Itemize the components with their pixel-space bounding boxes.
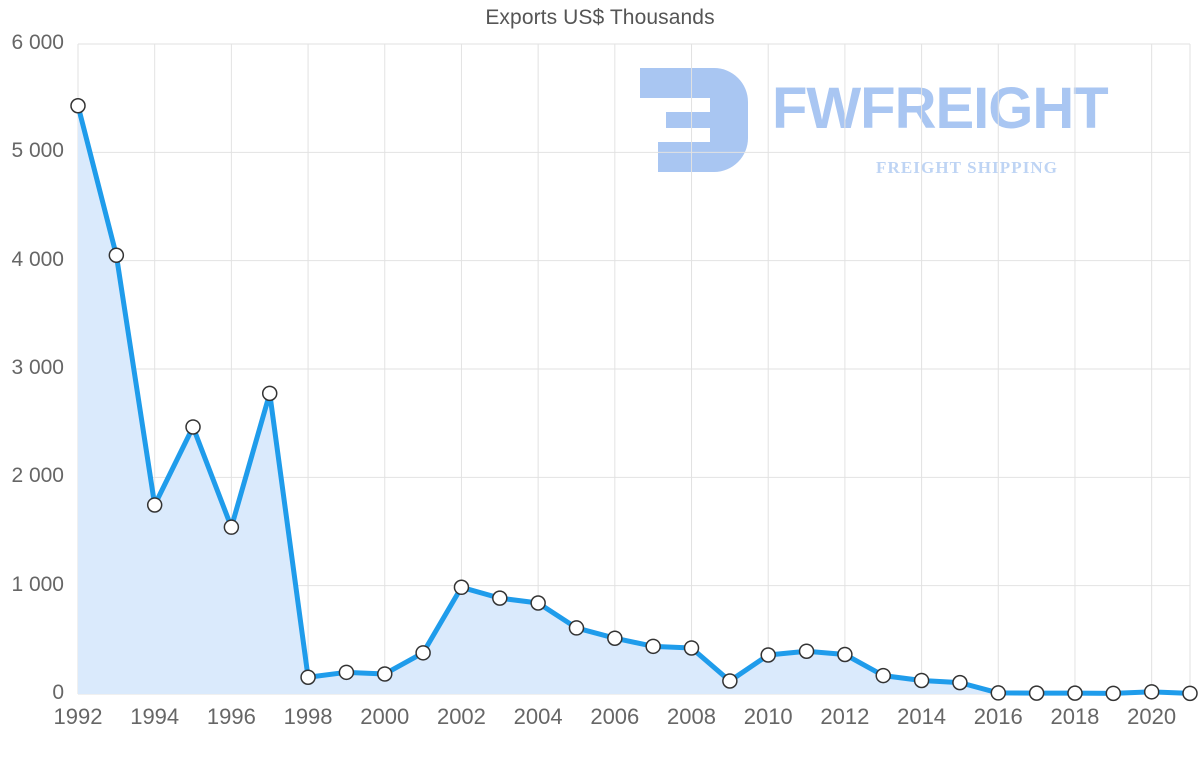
data-point-marker[interactable] bbox=[683, 640, 700, 656]
data-point-marker[interactable] bbox=[913, 672, 930, 689]
data-point-marker[interactable] bbox=[530, 595, 546, 611]
x-axis-tick-label: 2018 bbox=[1050, 704, 1100, 729]
area-fill-path bbox=[78, 105, 1190, 694]
y-axis-tick-label: 6 000 bbox=[11, 31, 64, 54]
data-markers bbox=[70, 98, 1198, 702]
data-point-marker[interactable] bbox=[1028, 685, 1045, 701]
y-axis-tick-label: 3 000 bbox=[11, 356, 64, 379]
data-point-marker[interactable] bbox=[453, 579, 470, 596]
y-axis-tick-label: 2 000 bbox=[11, 464, 64, 488]
data-point-marker[interactable] bbox=[492, 590, 508, 606]
data-point-marker[interactable] bbox=[146, 497, 163, 513]
x-axis-tick-label: 2010 bbox=[743, 704, 793, 729]
chart-title: Exports US$ Thousands bbox=[485, 6, 715, 29]
data-point-marker[interactable] bbox=[722, 673, 738, 689]
y-axis-tick-label: 0 bbox=[52, 681, 64, 704]
y-axis-tick-label: 4 000 bbox=[11, 247, 64, 271]
data-point-marker[interactable] bbox=[568, 620, 585, 636]
x-axis-tick-label: 2002 bbox=[436, 704, 486, 729]
data-point-marker[interactable] bbox=[415, 645, 431, 661]
data-point-marker[interactable] bbox=[645, 638, 661, 655]
data-point-marker[interactable] bbox=[1143, 684, 1160, 700]
x-axis-tick-label: 2012 bbox=[820, 704, 870, 729]
data-point-marker[interactable] bbox=[1105, 685, 1122, 702]
x-axis-tick-label: 2008 bbox=[667, 704, 716, 729]
x-axis-tick-label: 1992 bbox=[53, 704, 103, 729]
data-point-marker[interactable] bbox=[338, 664, 355, 681]
y-axis-tick-label: 1 000 bbox=[11, 572, 64, 596]
x-axis-tick-label: 1994 bbox=[130, 704, 180, 729]
data-point-marker[interactable] bbox=[108, 247, 125, 263]
data-point-marker[interactable] bbox=[261, 385, 278, 402]
data-point-marker[interactable] bbox=[300, 669, 316, 685]
data-point-marker[interactable] bbox=[760, 647, 776, 663]
data-point-marker[interactable] bbox=[1182, 685, 1198, 702]
data-point-marker[interactable] bbox=[875, 667, 891, 684]
data-point-marker[interactable] bbox=[377, 666, 393, 682]
x-axis-tick-label: 1996 bbox=[206, 704, 256, 729]
data-point-marker[interactable] bbox=[837, 646, 853, 663]
x-axis-tick-label: 2004 bbox=[513, 704, 563, 729]
data-point-marker[interactable] bbox=[1067, 685, 1083, 701]
data-point-marker[interactable] bbox=[952, 674, 968, 691]
data-point-marker[interactable] bbox=[607, 630, 623, 646]
data-point-marker[interactable] bbox=[70, 98, 86, 114]
x-axis-tick-label: 2000 bbox=[360, 704, 410, 729]
x-axis-tick-label: 2016 bbox=[973, 704, 1023, 729]
area-fill bbox=[78, 105, 1190, 694]
data-point-marker[interactable] bbox=[223, 519, 240, 535]
x-axis-tick-label: 2014 bbox=[897, 704, 947, 729]
data-point-marker[interactable] bbox=[798, 643, 815, 659]
data-point-marker[interactable] bbox=[990, 685, 1007, 701]
y-axis-tick-label: 5 000 bbox=[11, 139, 64, 163]
x-axis-tick-label: 2020 bbox=[1127, 704, 1177, 729]
x-axis-tick-label: 1998 bbox=[283, 704, 333, 729]
data-point-marker[interactable] bbox=[185, 419, 201, 435]
x-axis-tick-label: 2006 bbox=[590, 704, 640, 729]
